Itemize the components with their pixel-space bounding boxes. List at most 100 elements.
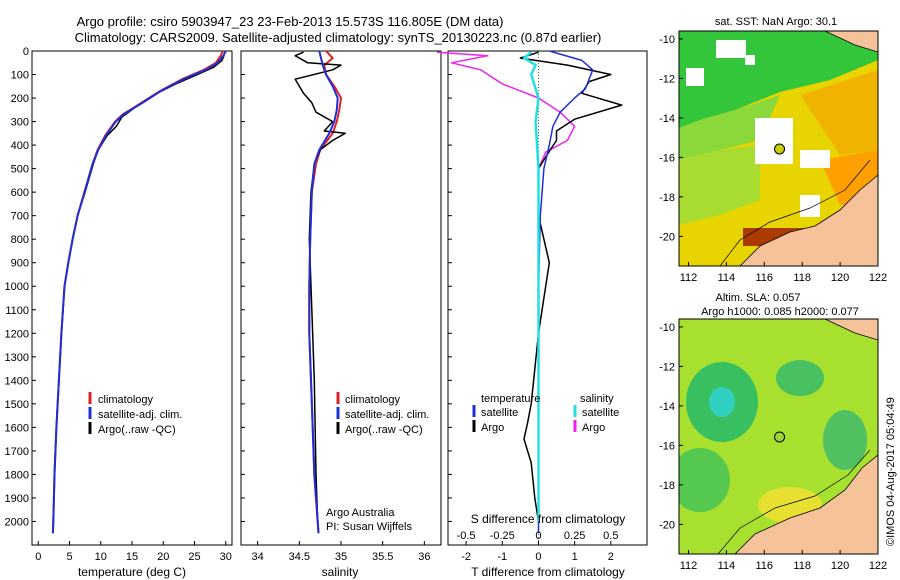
sla-map-title-line1: Altim. SLA: 0.057 <box>716 292 801 304</box>
lon-tick-label: 114 <box>718 272 736 284</box>
x-tick-label: 15 <box>126 551 138 563</box>
y-tick-label: 0 <box>23 46 29 58</box>
imos-timestamp: ©IMOS 04-Aug-2017 05:04:49 <box>885 397 897 546</box>
x-tick-label: 20 <box>157 551 169 563</box>
y-tick-label: 300 <box>11 117 29 129</box>
sla-isobath <box>717 449 871 554</box>
lon-tick-label: 120 <box>831 272 849 284</box>
x-tick-label: 25 <box>188 551 200 563</box>
legend-label-t-argo: Argo <box>481 422 504 434</box>
lat-tick-label: -18 <box>659 192 675 204</box>
y-tick-label: 700 <box>11 211 29 223</box>
sla-low-core <box>709 387 735 417</box>
x-tick-label: 35 <box>335 551 347 563</box>
sst-map-title: sat. SST: NaN Argo: 30.1 <box>715 16 837 28</box>
difference-axes-frame <box>447 50 648 546</box>
annotation-argo-australia: Argo Australia <box>326 507 395 519</box>
t-diff-tick-label: -1 <box>497 551 507 563</box>
y-tick-label: 1600 <box>5 422 29 434</box>
sla-land-north <box>824 319 878 341</box>
sst-cloud-gap <box>745 55 755 65</box>
temperature-legend: climatology satellite-adj. clim. Argo(..… <box>88 392 182 436</box>
lon-tick-label: 114 <box>718 560 736 572</box>
y-tick-label: 1200 <box>5 328 29 340</box>
y-tick-label: 1300 <box>5 352 29 364</box>
t-diff-tick-label: -2 <box>461 551 471 563</box>
salinity-axes-frame <box>240 50 442 546</box>
series-line-satellite-adj-clim- <box>51 50 227 534</box>
profile-location-marker <box>774 431 786 443</box>
x-tick-label: 35.5 <box>372 551 393 563</box>
lat-tick-label: -12 <box>659 361 675 373</box>
lon-tick-label: 112 <box>680 560 698 572</box>
salinity-panel: 34 34.5 35 35.5 36 salinity climatology sate… <box>240 50 442 579</box>
sst-mid-region <box>679 95 780 160</box>
y-tick-label: 1800 <box>5 469 29 481</box>
sst-cloud-gap <box>800 150 830 168</box>
lon-tick-label: 122 <box>869 272 887 284</box>
sst-land-north <box>824 31 878 53</box>
series-line-satellite-adj-clim- <box>308 50 339 534</box>
legend-label-t-satellite: satellite <box>481 407 518 419</box>
legend-label-argo: Argo(..raw -QC) <box>345 424 423 436</box>
temperature-axes-frame <box>31 50 233 546</box>
s-diff-tick-label: 0.5 <box>603 530 618 542</box>
x-tick-label: 5 <box>66 551 72 563</box>
lon-tick-label: 116 <box>756 272 774 284</box>
y-tick-label: 400 <box>11 140 29 152</box>
y-tick-label: 500 <box>11 164 29 176</box>
y-tick-label: 1000 <box>5 281 29 293</box>
t-difference-label: T difference from climatology <box>471 565 625 579</box>
y-tick-label: 1400 <box>5 375 29 387</box>
sla-map-frame <box>678 318 879 555</box>
legend-label-satellite: satellite-adj. clim. <box>98 409 182 421</box>
s-diff-tick-label: -0.5 <box>457 530 476 542</box>
t-diff-tick-label: 2 <box>608 551 614 563</box>
x-tick-label: 10 <box>95 551 107 563</box>
lat-tick-label: -14 <box>659 401 675 413</box>
sla-map-panel: Altim. SLA: 0.057 Argo h1000: 0.085 h200… <box>659 292 887 572</box>
lon-tick-label: 118 <box>793 272 811 284</box>
s-diff-tick-label: 0.25 <box>564 530 585 542</box>
y-tick-label: 1100 <box>5 305 29 317</box>
sst-map-frame <box>678 30 879 267</box>
salinity-xlabel: salinity <box>322 565 359 579</box>
s-diff-tick-label: 0 <box>535 530 541 542</box>
series-line-t-satellite <box>537 50 594 534</box>
lat-tick-label: -10 <box>659 34 675 46</box>
t-diff-tick-label: 1 <box>572 551 578 563</box>
figure-title-line1: Argo profile: csiro 5903947_23 23-Feb-20… <box>77 14 504 29</box>
legend-label-argo: Argo(..raw -QC) <box>98 424 176 436</box>
lon-tick-label: 122 <box>869 560 887 572</box>
sst-isobath <box>719 159 871 266</box>
y-tick-label: 1500 <box>5 399 29 411</box>
sla-land <box>734 454 878 554</box>
sst-map-panel: sat. SST: NaN Argo: 30.1 112 114 116 118 120… <box>659 16 887 284</box>
sst-cloud-gap <box>716 40 746 58</box>
y-tick-label: 600 <box>11 187 29 199</box>
sst-cloud-gap <box>686 68 704 86</box>
x-tick-label: 30 <box>220 551 232 563</box>
x-tick-label: 36 <box>418 551 430 563</box>
sla-low-4 <box>823 410 867 470</box>
legend-label-climatology: climatology <box>345 394 401 406</box>
sla-map-title-line2: Argo h1000: 0.085 h2000: 0.077 <box>701 306 859 318</box>
s-diff-tick-label: -0.25 <box>490 530 515 542</box>
series-line-t-argo <box>519 51 623 522</box>
lon-tick-label: 120 <box>831 560 849 572</box>
y-tick-label: 2000 <box>5 516 29 528</box>
lon-tick-label: 116 <box>756 560 774 572</box>
profile-location-marker <box>774 143 786 155</box>
lat-tick-label: -16 <box>659 440 675 452</box>
figure-title-line2: Climatology: CARS2009. Satellite-adjuste… <box>75 30 602 45</box>
lat-tick-label: -16 <box>659 152 675 164</box>
lat-tick-label: -12 <box>659 73 675 85</box>
lat-tick-label: -18 <box>659 480 675 492</box>
series-line-s-argo <box>437 51 576 522</box>
sst-warm-region <box>800 70 878 155</box>
x-tick-label: 0 <box>35 551 41 563</box>
legend-label-s-satellite: satellite <box>582 407 619 419</box>
legend-label-climatology: climatology <box>98 394 154 406</box>
lon-tick-label: 118 <box>793 560 811 572</box>
lat-tick-label: -20 <box>659 231 675 243</box>
